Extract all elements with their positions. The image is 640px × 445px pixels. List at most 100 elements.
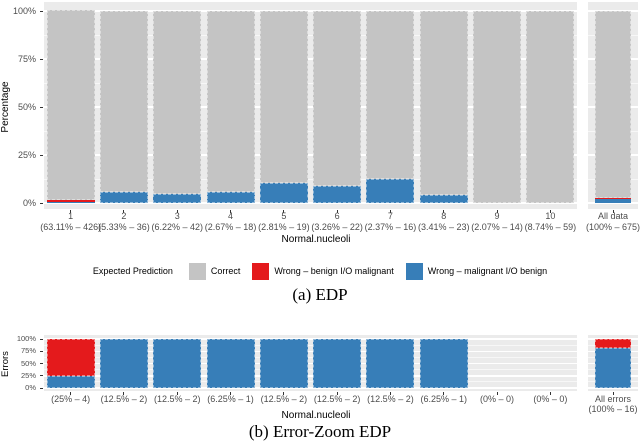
y-tick-mark: [40, 363, 43, 364]
x-category-sublabel: (3.26% – 22): [311, 222, 363, 232]
x-category-sublabel: (6.25% – 1): [207, 394, 254, 404]
bar-segment-wrong_malignant: [259, 182, 308, 203]
bar-segment-wrong_malignant: [595, 348, 631, 388]
legend-item-correct: Correct: [188, 262, 241, 280]
gridline-major: [44, 350, 577, 352]
x-category-sublabel: (12.5% – 2): [313, 394, 361, 404]
x-tick-mark: [389, 210, 391, 213]
x-tick-mark: [70, 392, 72, 395]
caption-error-zoom-edp: (b) Error-Zoom EDP: [248, 422, 392, 441]
legend-item-wrong-malignant: Wrong – malignant I/O benign: [405, 262, 547, 280]
x-tick-mark: [496, 392, 498, 395]
y-tick-label: 25%: [20, 370, 36, 380]
x-category-sublabel: (0% – 0): [533, 394, 568, 404]
x-category-label: 3: [174, 211, 180, 221]
y-tick-mark: [40, 154, 43, 156]
bar-segment-wrong_malignant: [259, 339, 308, 388]
gridline-major: [44, 106, 577, 108]
gridline-major: [44, 338, 577, 340]
x-category-label: 6: [334, 211, 340, 221]
bar-segment-wrong_malignant: [99, 339, 148, 388]
caption-edp: (a) EDP: [292, 285, 348, 304]
x-tick-mark: [283, 392, 285, 395]
x-category-sublabel: (12.5% – 2): [153, 394, 201, 404]
bar-segment-correct: [473, 11, 522, 203]
x-tick-mark: [549, 392, 551, 395]
gridline-minor: [44, 130, 577, 132]
facet-category-sublabel: (100% – 16): [588, 404, 638, 414]
gridline-minor: [44, 82, 577, 84]
legend-item-label: Wrong – benign I/O malignant: [274, 266, 394, 276]
gridline-major: [588, 387, 638, 389]
gridline-major: [44, 387, 577, 389]
y-tick-label: 100%: [12, 6, 36, 16]
y-tick-label: 0%: [25, 383, 36, 392]
bar-segment-wrong_benign: [595, 198, 631, 200]
x-tick-mark: [549, 210, 551, 213]
x-category-sublabel: (12.5% – 2): [260, 394, 308, 404]
x-tick-mark: [230, 210, 232, 213]
y-tick-mark: [40, 387, 43, 389]
bar-segment-correct: [206, 11, 255, 193]
x-tick-mark: [336, 392, 338, 395]
x-category-label: 7: [387, 211, 393, 221]
legend-item-wrong-benign: Wrong – benign I/O malignant: [252, 262, 394, 280]
bar-segment-wrong_malignant: [206, 339, 255, 388]
x-category-sublabel: (12.5% – 2): [100, 394, 148, 404]
facet-category-label: All errors: [594, 394, 631, 404]
gridline-major: [44, 375, 577, 377]
gridline-minor: [44, 356, 577, 358]
x-tick-mark: [612, 210, 614, 213]
bar-segment-wrong_malignant: [99, 192, 148, 203]
facet-category-label: All data: [597, 211, 629, 221]
x-category-label: 4: [228, 211, 234, 221]
bar-segment-correct: [526, 11, 575, 203]
bar-segment-wrong_malignant: [366, 179, 415, 203]
y-tick-label: 50%: [17, 102, 36, 112]
y-tick-label: 75%: [17, 54, 36, 64]
bar-segment-wrong_malignant: [419, 339, 468, 388]
bar-segment-correct: [46, 10, 95, 201]
gridline-major: [44, 362, 577, 365]
y-tick-label: 100%: [16, 334, 36, 343]
x-axis-label: Normal.nucleoli: [281, 410, 351, 421]
y-tick-mark: [40, 58, 43, 60]
bar-segment-wrong_malignant: [153, 193, 202, 203]
gridline-major: [44, 202, 577, 204]
x-tick-mark: [176, 392, 178, 395]
gridline-minor: [44, 178, 577, 180]
y-tick-mark: [40, 350, 43, 352]
x-tick-mark: [70, 210, 72, 213]
gridline-minor: [44, 369, 577, 371]
x-category-label: 1: [68, 211, 74, 221]
bar-segment-wrong_malignant: [46, 201, 95, 203]
y-tick-label: 25%: [17, 150, 36, 160]
bar-segment-correct: [259, 11, 308, 183]
x-category-sublabel: (2.07% – 14): [471, 222, 523, 232]
x-tick-mark: [496, 210, 498, 213]
x-tick-mark: [443, 210, 445, 213]
bar-segment-wrong_malignant: [366, 339, 415, 388]
x-category-label: 9: [494, 211, 500, 221]
y-tick-label: 75%: [20, 346, 36, 356]
bar-segment-wrong_malignant: [313, 185, 362, 203]
bar-segment-wrong_malignant: [206, 192, 255, 203]
y-tick-mark: [40, 10, 43, 12]
x-category-sublabel: (0% – 0): [480, 394, 515, 404]
x-tick-mark: [283, 210, 285, 213]
gridline-minor: [44, 381, 577, 383]
wrong-malignant-swatch-icon: [405, 262, 423, 280]
x-tick-mark: [123, 210, 125, 213]
bar-segment-correct: [595, 10, 631, 199]
bar-segment-correct: [99, 11, 148, 193]
gridline-major: [588, 202, 638, 204]
x-tick-mark: [336, 210, 338, 213]
x-category-label: 10: [545, 211, 556, 221]
gridline-major: [44, 58, 577, 60]
legend-item-label: Correct: [210, 266, 241, 276]
y-tick-mark: [40, 106, 43, 108]
correct-swatch-icon: [188, 262, 206, 280]
x-tick-mark: [389, 392, 391, 395]
bar-segment-correct: [313, 11, 362, 186]
